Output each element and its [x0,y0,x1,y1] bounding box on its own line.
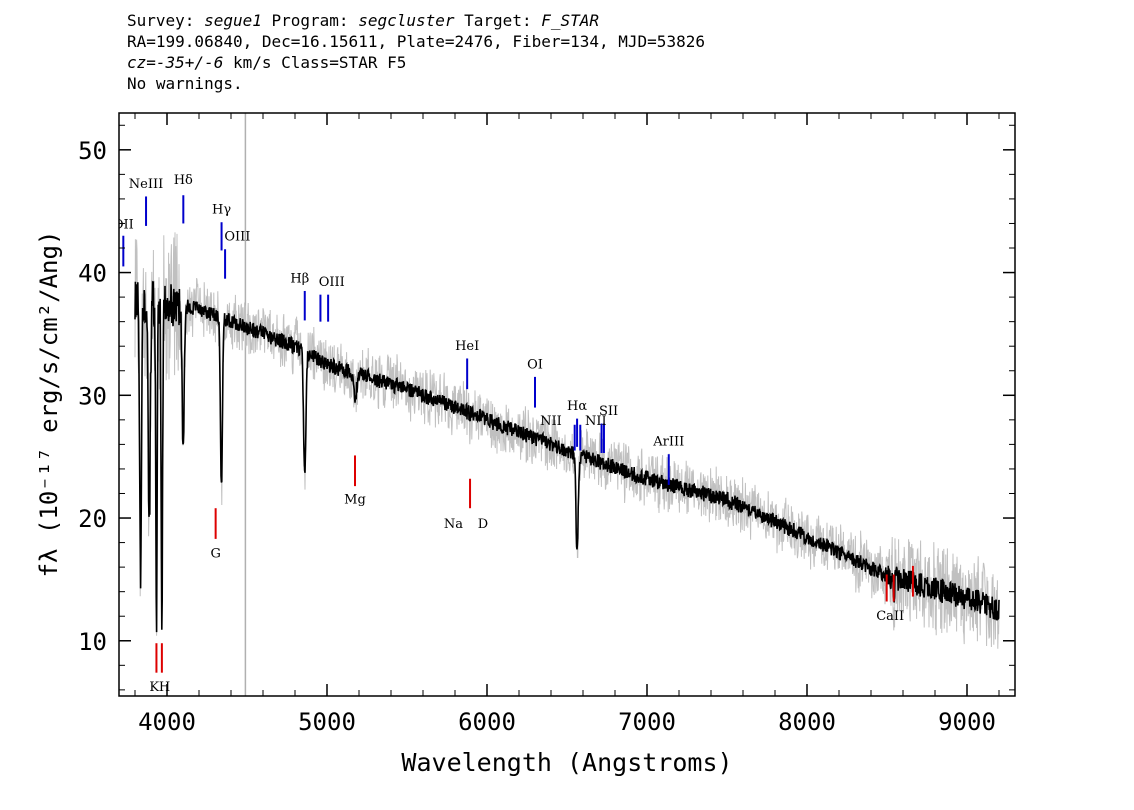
emission-line-label: Hα [567,399,587,414]
class-value: km/s Class=STAR F5 [223,53,407,72]
emission-line-label: OI [527,357,543,372]
emission-line-label: Hβ [290,271,309,286]
y-tick-label: 20 [78,505,107,533]
x-tick-label: 8000 [778,708,836,736]
emission-line-label: Hδ [174,173,193,188]
spectrum-header: Survey: segue1 Program: segcluster Targe… [127,10,705,94]
x-tick-label: 7000 [618,708,676,736]
absorption-line-label: Na [444,517,463,532]
absorption-line-label: K [149,680,159,695]
emission-line-label: OIII [224,230,250,245]
emission-line-label: OIII [319,275,345,290]
emission-line-label: NeIII [129,177,163,192]
emission-line-label: SII [599,404,618,419]
x-tick-label: 6000 [458,708,516,736]
y-tick-label: 50 [78,137,107,165]
x-tick-label: 9000 [938,708,996,736]
spectrum-line [134,280,1000,633]
header-line-warnings: No warnings. [127,74,243,93]
program-value: segcluster [358,11,455,30]
axis-tick-labels: 4000 5000 6000 7000 8000 9000 10 20 30 40 50 [78,137,996,736]
absorption-line-label: Mg [344,492,366,507]
y-tick-label: 10 [78,628,107,656]
survey-key: Survey: [127,11,205,30]
emission-line-label: HeI [455,339,479,354]
y-tick-label: 30 [78,382,107,410]
header-line-redshift: cz=-35+/-6 km/s Class=STAR F5 [127,52,705,73]
emission-line-label: Hγ [212,203,231,218]
y-axis-label: fλ (10⁻¹⁷ erg/s/cm²/Ang) [35,231,63,578]
header-line-coordinates: RA=199.06840, Dec=16.15611, Plate=2476, … [127,32,705,51]
header-line-survey: Survey: segue1 Program: segcluster Targe… [127,10,705,31]
plot-frame [118,112,1016,697]
redshift-value: cz=-35+/-6 [127,53,224,72]
target-value: F_STAR [541,11,600,30]
absorption-line-label: H [159,680,170,695]
emission-line-label: ArIII [652,435,684,450]
axis-ticks [119,113,1015,696]
x-axis-label: Wavelength (Angstroms) [401,748,732,777]
y-tick-label: 40 [78,260,107,288]
absorption-line-label: D [478,517,488,532]
absorption-line-label: G [210,546,220,561]
emission-line-label: NII [585,414,607,429]
emission-line-label: OII [113,217,134,232]
absorption-line-label: CaII [876,609,904,624]
target-key: Target: [454,11,542,30]
absorption-line-markers: K H G Mg Na D CaII [149,455,914,695]
x-tick-label: 4000 [138,708,196,736]
survey-value: segue1 [204,11,262,30]
x-tick-label: 5000 [298,708,356,736]
noise-band [134,232,1000,649]
emission-line-label: NII [540,414,562,429]
program-key: Program: [261,11,359,30]
